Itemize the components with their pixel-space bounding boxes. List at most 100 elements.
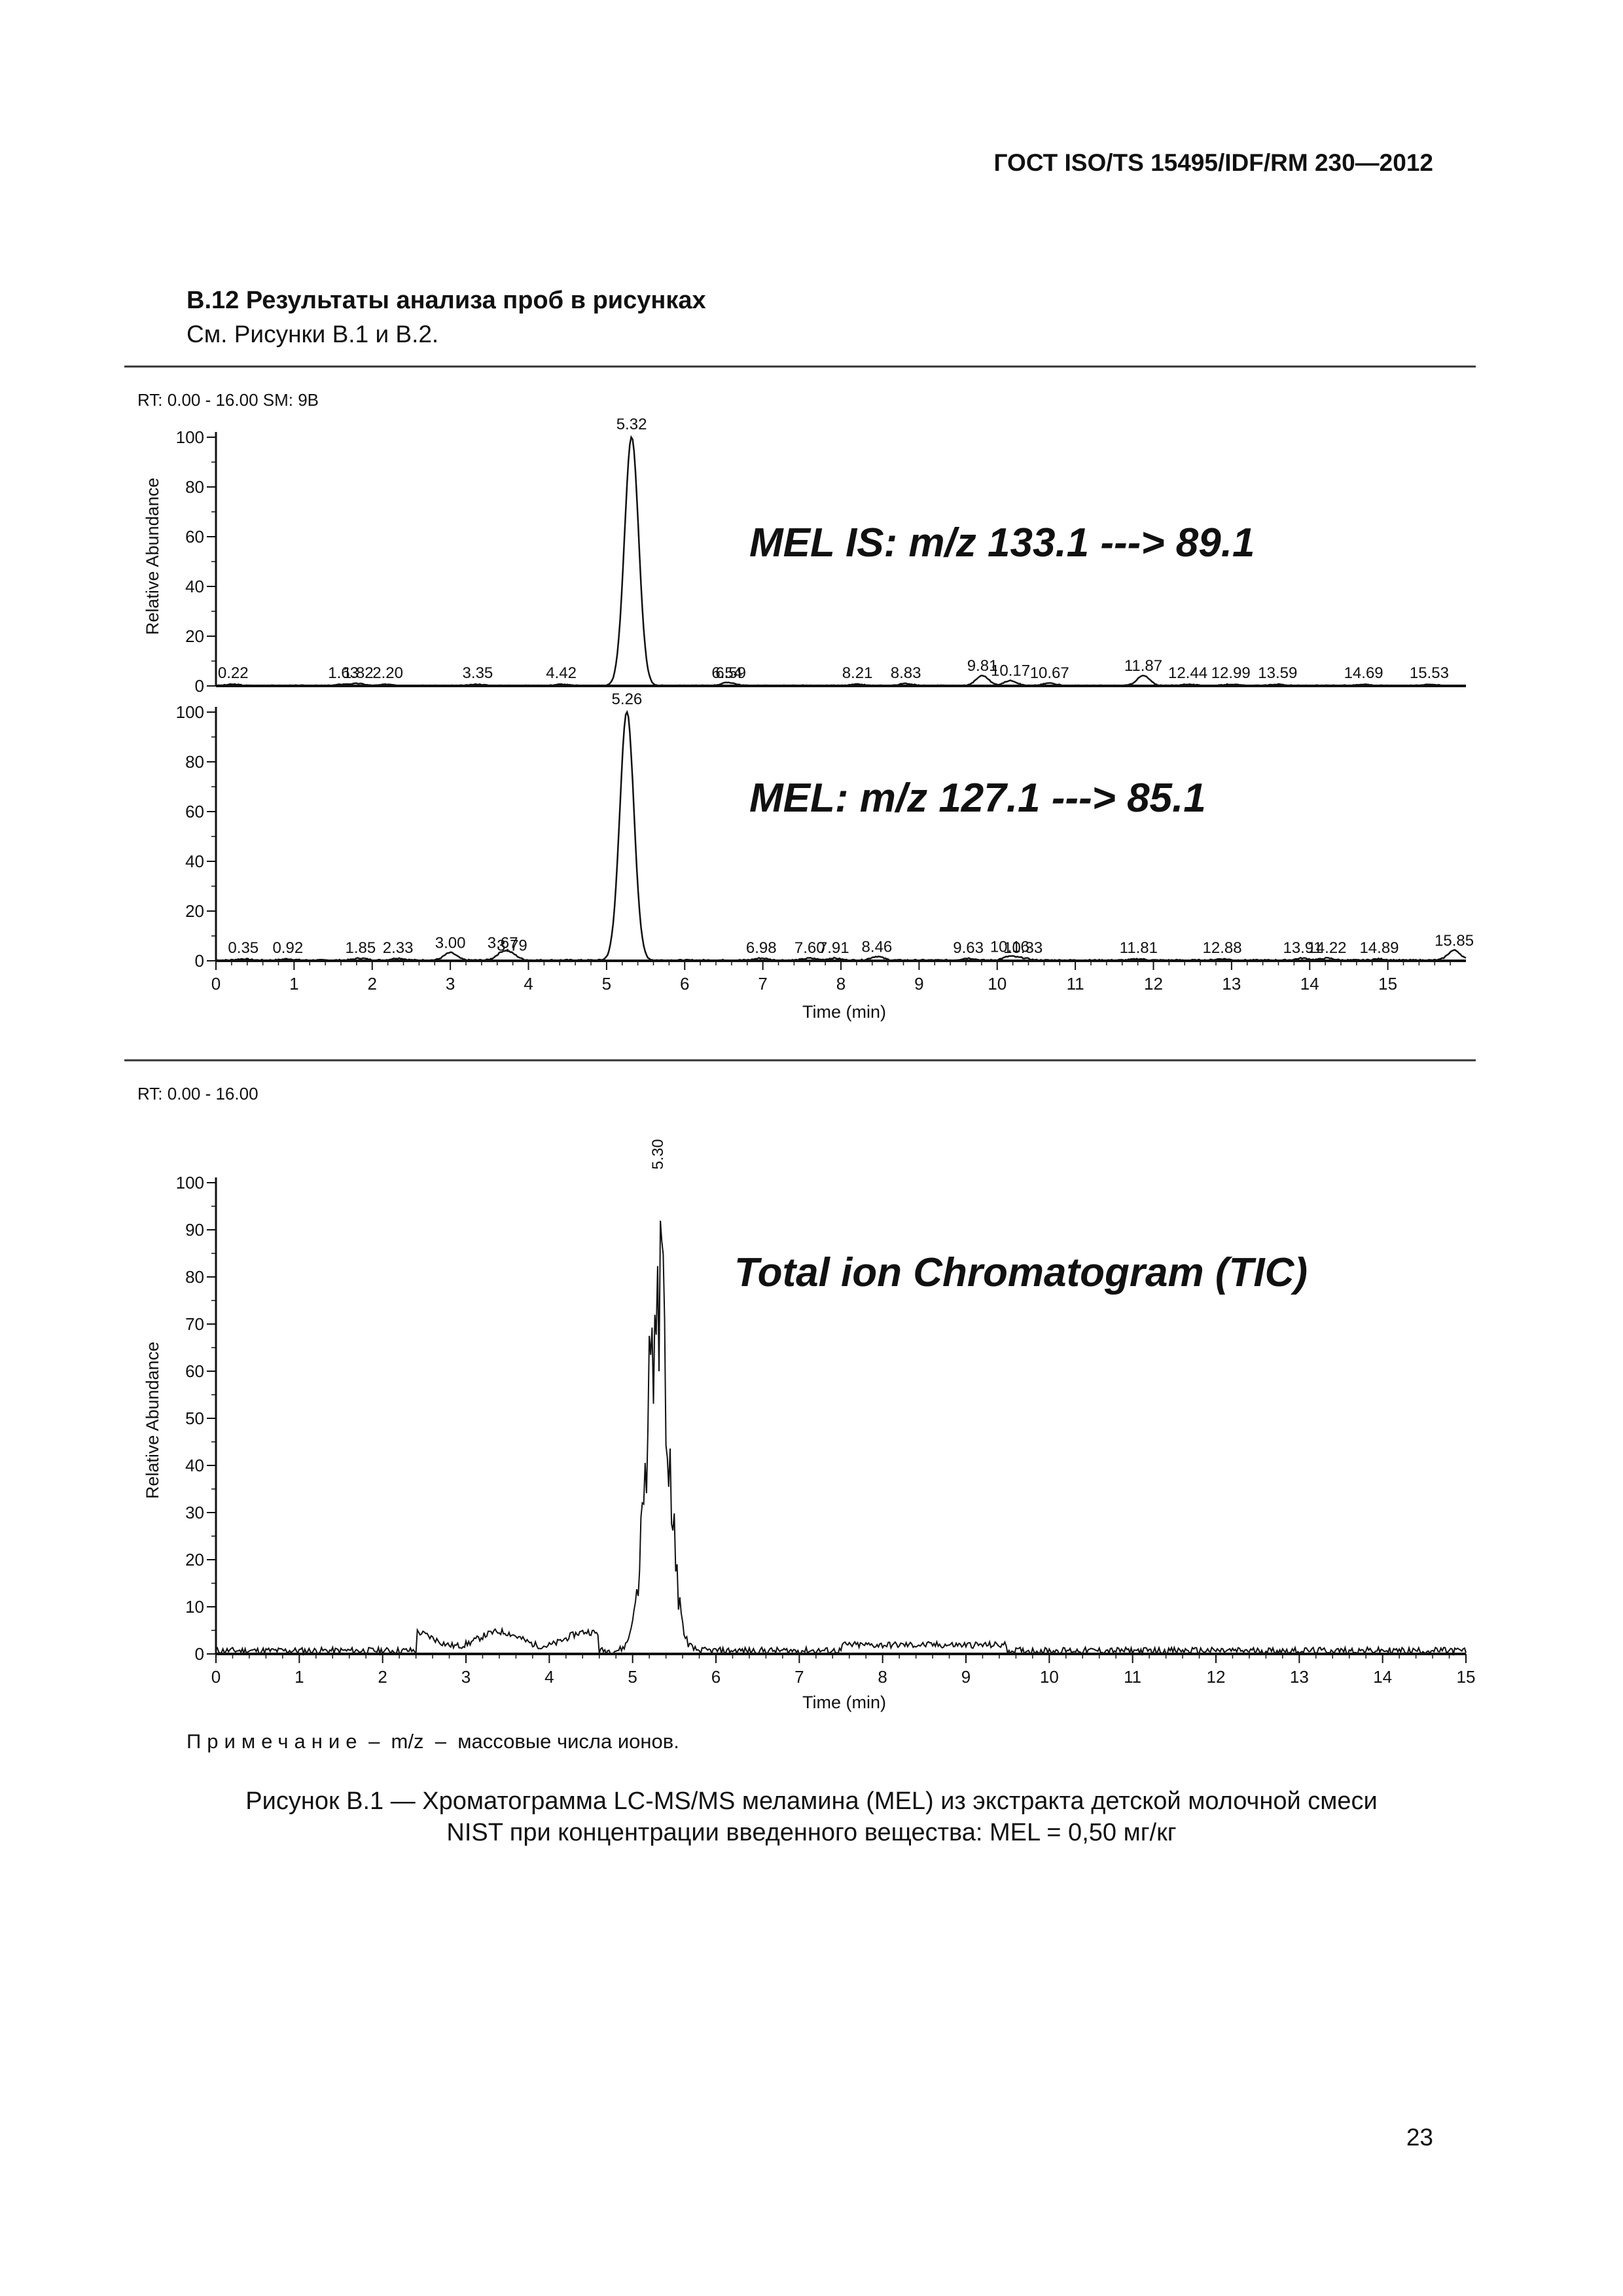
peak-label: 10.33: [1003, 939, 1043, 957]
y-tick-label: 60: [185, 1361, 204, 1381]
peak-label: 6.98: [746, 939, 777, 957]
x-tick-label: 3: [446, 974, 455, 994]
peak-label: 10.17: [991, 662, 1030, 679]
y-tick-label: 20: [185, 1550, 204, 1570]
chart-title: MEL: m/z 127.1 ---> 85.1: [749, 776, 1206, 821]
x-axis-title-mel: Time (min): [802, 1002, 886, 1022]
x-tick-label: 8: [878, 1667, 887, 1687]
peak-label: 0.92: [272, 939, 303, 957]
peak-label: 1.63: [328, 664, 359, 682]
note-dash: –: [435, 1730, 446, 1753]
peak-label: 1.85: [345, 939, 376, 957]
chromatogram-trace: [215, 709, 1467, 962]
y-tick-label: 20: [185, 901, 204, 921]
y-tick-label: 0: [195, 951, 204, 971]
peak-label: 3.35: [463, 664, 493, 682]
peak-label: 8.46: [862, 938, 893, 956]
y-axis-title-figure1: Relative Abundance: [143, 478, 162, 635]
section-reference: См. Рисунки B.1 и B.2.: [187, 321, 439, 348]
x-tick-label: 8: [836, 974, 846, 994]
peak-label: 3.67: [488, 935, 518, 952]
caption-line: Рисунок B.1 — Хроматограмма LC-MS/MS мел…: [245, 1787, 1378, 1815]
note: Примечание – m/z – массовые числа ионов.: [187, 1730, 679, 1753]
peak-label: 3.00: [435, 935, 466, 952]
x-tick-label: 7: [758, 974, 767, 994]
peak-label: 9.81: [967, 657, 998, 675]
x-tick-label: 9: [914, 974, 923, 994]
peak-label: 11.87: [1124, 657, 1162, 675]
x-tick-label: 5: [628, 1667, 637, 1687]
figure-caption: Рисунок B.1 — Хроматограмма LC-MS/MS мел…: [131, 1785, 1492, 1848]
peak-label: 5.26: [612, 691, 643, 708]
peak-label: 7.60: [794, 939, 825, 957]
caption-line: NIST при концентрации введенного веществ…: [446, 1819, 1177, 1846]
peak-label: 9.63: [953, 939, 984, 957]
x-tick-label: 14: [1300, 974, 1319, 994]
chart-mel-is: 0 20 40 60 80 100 0.22 1.631.822.20 3.35 4.42 5.32…: [176, 416, 1467, 696]
peak-label: 5.30: [649, 1139, 667, 1170]
x-tick-label: 3: [461, 1667, 471, 1687]
note-label: Примечание: [187, 1730, 363, 1753]
y-tick-label: 100: [176, 427, 204, 447]
peak-label: 3.79: [497, 937, 527, 954]
x-tick-label: 1: [289, 974, 298, 994]
section-title: B.12 Результаты анализа проб в рисунках: [187, 287, 706, 314]
y-tick-label: 60: [185, 802, 204, 821]
note-text: массовые числа ионов.: [457, 1730, 679, 1753]
x-tick-label: 0: [211, 974, 221, 994]
chromatogram-trace: [215, 1221, 1467, 1657]
x-tick-label: 15: [1378, 974, 1397, 994]
y-tick-label: 100: [176, 1173, 204, 1193]
peak-label: 2.33: [383, 939, 414, 957]
x-tick-label: 5: [602, 974, 611, 994]
peak-label: 10.67: [1030, 664, 1069, 682]
y-tick-label: 70: [185, 1314, 204, 1334]
x-tick-label: 4: [524, 974, 533, 994]
peak-label: 12.99: [1211, 664, 1251, 682]
peak-label: 15.85: [1435, 932, 1474, 950]
y-axis-title-figure2: Relative Abundance: [143, 1342, 162, 1499]
chart-title: Total ion Chromatogram (TIC): [734, 1250, 1308, 1295]
y-tick-label: 20: [185, 626, 204, 646]
peak-label: 14.22: [1307, 939, 1346, 957]
x-tick-label: 12: [1207, 1667, 1226, 1687]
peak-label: 5.32: [616, 416, 647, 433]
x-tick-label: 12: [1144, 974, 1163, 994]
peak-label: 0.22: [218, 664, 249, 682]
peak-label: 12.44: [1168, 664, 1207, 682]
y-tick-label: 0: [195, 676, 204, 696]
x-tick-label: 1: [294, 1667, 304, 1687]
x-tick-label: 10: [988, 974, 1007, 994]
peak-label: 12.88: [1203, 939, 1242, 957]
x-tick-label: 0: [211, 1667, 221, 1687]
x-tick-label: 13: [1222, 974, 1241, 994]
chart-title: MEL IS: m/z 133.1 ---> 89.1: [749, 520, 1255, 565]
y-tick-label: 80: [185, 1267, 204, 1287]
x-tick-label: 2: [368, 974, 377, 994]
peak-label: 0.35: [228, 939, 259, 957]
peak-label: 6.54: [711, 664, 742, 682]
y-tick-label: 30: [185, 1503, 204, 1522]
peak-label: 8.83: [891, 664, 921, 682]
y-tick-label: 100: [176, 702, 204, 722]
x-tick-label: 6: [711, 1667, 721, 1687]
y-tick-label: 50: [185, 1408, 204, 1428]
x-tick-label: 13: [1290, 1667, 1309, 1687]
peak-label: 7.91: [819, 939, 849, 957]
peak-label: 13.59: [1258, 664, 1297, 682]
peak-label: 13.91: [1283, 939, 1322, 957]
y-tick-label: 10: [185, 1597, 204, 1617]
y-tick-label: 40: [185, 1456, 204, 1475]
x-tick-label: 10: [1040, 1667, 1059, 1687]
peak-label: 4.42: [546, 664, 577, 682]
peak-label: 15.53: [1410, 664, 1449, 682]
y-tick-label: 0: [195, 1644, 204, 1664]
peak-label: 14.69: [1344, 664, 1383, 682]
x-tick-label: 6: [680, 974, 689, 994]
note-term: m/z: [391, 1730, 424, 1753]
chromatogram-trace: [215, 435, 1467, 687]
note-dash: –: [368, 1730, 380, 1753]
x-tick-label: 9: [961, 1667, 971, 1687]
